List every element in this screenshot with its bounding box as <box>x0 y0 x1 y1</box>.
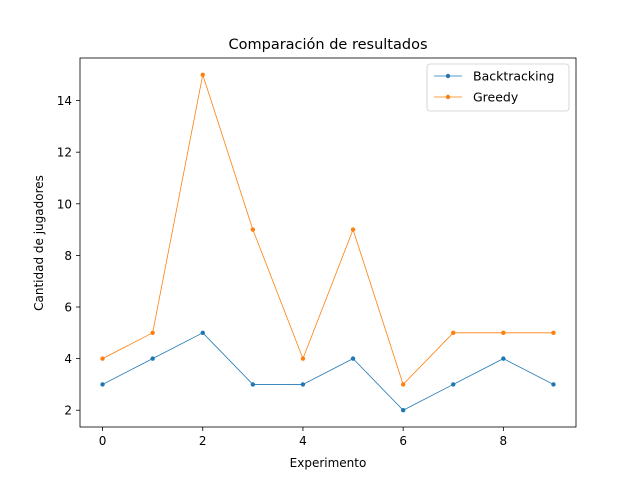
y-tick-label-6: 14 <box>57 94 72 108</box>
chart-title: Comparación de resultados <box>229 37 428 53</box>
x-axis-label: Experimento <box>290 456 367 470</box>
legend-marker-1 <box>445 94 451 100</box>
data-point-1-8 <box>501 330 506 336</box>
y-tick-label-0: 2 <box>64 404 72 418</box>
data-point-1-2 <box>200 72 205 77</box>
data-point-1-3 <box>250 227 256 232</box>
data-point-1-4 <box>300 356 306 361</box>
data-point-0-6 <box>400 408 406 413</box>
axes-frame <box>79 57 577 428</box>
y-axis-label: Cantidad de jugadores <box>32 175 46 311</box>
plot-area: 0 2 4 6 8 2 4 6 8 10 12 14 <box>57 57 577 448</box>
data-point-0-9 <box>551 382 556 387</box>
y-tick-label-5: 12 <box>57 146 72 160</box>
legend-label-0: Backtracking <box>473 69 555 84</box>
data-point-1-6 <box>400 382 406 387</box>
y-tick-label-4: 10 <box>57 197 72 211</box>
x-tick-label-4: 8 <box>500 434 508 448</box>
data-point-1-0 <box>100 356 105 361</box>
legend-marker-0 <box>445 73 451 79</box>
data-point-0-1 <box>150 356 155 361</box>
data-point-0-5 <box>350 356 356 361</box>
x-tick-label-3: 6 <box>399 434 407 448</box>
data-point-0-4 <box>300 382 306 387</box>
series-line-1 <box>102 74 554 385</box>
data-point-0-7 <box>451 382 456 387</box>
legend-label-1: Greedy <box>473 90 519 105</box>
data-point-1-9 <box>551 330 556 336</box>
data-point-1-1 <box>150 330 155 336</box>
data-point-0-3 <box>250 382 256 387</box>
y-tick-label-3: 8 <box>64 249 72 263</box>
legend-box <box>426 63 570 112</box>
data-point-1-5 <box>350 227 356 232</box>
x-tick-label-0: 0 <box>99 434 107 448</box>
legend: Backtracking Greedy <box>426 63 570 112</box>
data-point-0-2 <box>200 330 205 336</box>
data-point-1-7 <box>451 330 456 336</box>
data-point-0-0 <box>100 382 105 387</box>
x-tick-label-1: 2 <box>199 434 207 448</box>
data-point-0-8 <box>501 356 506 361</box>
y-tick-label-2: 6 <box>64 301 72 315</box>
y-tick-label-1: 4 <box>64 352 72 366</box>
series-line-0 <box>102 332 554 411</box>
x-tick-label-2: 4 <box>299 434 307 448</box>
